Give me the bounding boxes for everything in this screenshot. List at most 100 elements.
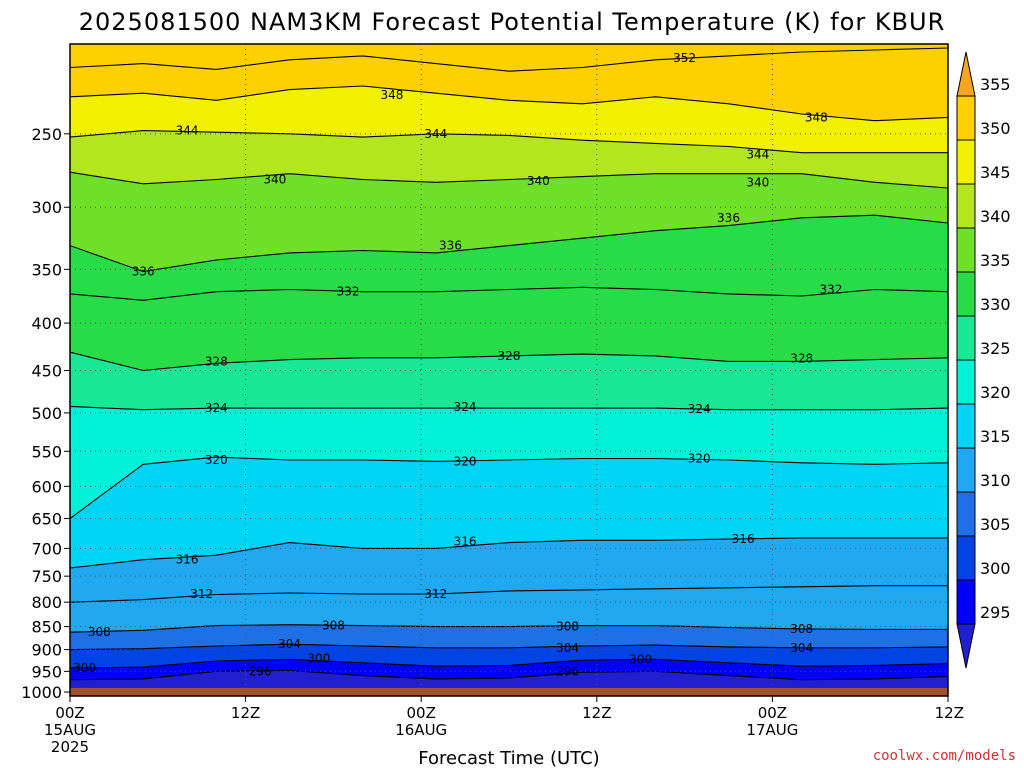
y-tick-label: 650 bbox=[31, 510, 62, 529]
contour-label: 308 bbox=[322, 619, 345, 633]
contour-label: 328 bbox=[205, 354, 228, 368]
colorbar-tick-label: 325 bbox=[980, 339, 1011, 358]
contour-320 bbox=[70, 456, 948, 520]
contour-332 bbox=[70, 286, 948, 301]
contour-label: 304 bbox=[790, 641, 813, 655]
colorbar-bin bbox=[956, 623, 976, 669]
x-tick-label: 12Z bbox=[231, 704, 260, 722]
contour-label: 348 bbox=[805, 110, 828, 124]
contour-label: 320 bbox=[688, 452, 711, 466]
x-tick-label: 16AUG bbox=[395, 721, 447, 739]
colorbar-tick-label: 295 bbox=[980, 603, 1011, 622]
band-336-340 bbox=[70, 172, 948, 272]
contour-label: 316 bbox=[454, 534, 477, 548]
contour-label: 300 bbox=[629, 652, 652, 666]
contour-label: 348 bbox=[380, 88, 403, 102]
y-tick-label: 300 bbox=[31, 198, 62, 217]
contour-label: 304 bbox=[278, 637, 301, 651]
colorbar-tick-label: 300 bbox=[980, 559, 1011, 578]
contour-label: 336 bbox=[717, 211, 740, 225]
y-tick-label: 550 bbox=[31, 442, 62, 461]
x-tick-label: 00Z bbox=[758, 704, 787, 722]
contour-labels: 352 348 348 344 344 344 340 340 340 336 336 336 332 3… bbox=[73, 51, 842, 678]
x-tick-label: 12Z bbox=[582, 704, 611, 722]
band-304-308 bbox=[70, 624, 948, 650]
y-tick-label: 950 bbox=[31, 662, 62, 681]
contour-label: 308 bbox=[88, 625, 111, 639]
y-tick-label: 400 bbox=[31, 314, 62, 333]
band-316-320 bbox=[70, 457, 948, 569]
contour-304 bbox=[70, 643, 948, 651]
contour-308 bbox=[70, 624, 948, 633]
contour-label: 344 bbox=[746, 147, 769, 161]
colorbar-tick-label: 355 bbox=[980, 75, 1011, 94]
contour-296 bbox=[70, 669, 948, 681]
band-312-316 bbox=[70, 537, 948, 603]
y-axis-ticks: 250 300 350 400 450 500 550 600 650 700 750 800 850 9… bbox=[21, 125, 70, 702]
contour-label: 308 bbox=[556, 620, 579, 634]
colorbar-tick-label: 305 bbox=[980, 515, 1011, 534]
colorbar-bin bbox=[956, 491, 976, 537]
x-tick-label: 00Z bbox=[55, 704, 84, 722]
contour-344 bbox=[70, 130, 948, 154]
colorbar-tick-label: 350 bbox=[980, 119, 1011, 138]
band-332-336 bbox=[70, 215, 948, 301]
contour-340 bbox=[70, 171, 948, 189]
contour-label: 300 bbox=[307, 651, 330, 665]
contour-352 bbox=[70, 47, 948, 72]
ground-surface bbox=[70, 687, 948, 696]
y-tick-label: 1000 bbox=[21, 683, 62, 702]
contour-label: 296 bbox=[556, 664, 579, 678]
contour-lines bbox=[70, 47, 948, 681]
contour-328 bbox=[70, 351, 948, 372]
contour-316 bbox=[70, 537, 948, 569]
y-tick-label: 600 bbox=[31, 477, 62, 496]
contour-348 bbox=[70, 85, 948, 122]
contour-label: 340 bbox=[746, 175, 769, 189]
band-above-352 bbox=[70, 44, 948, 72]
band-296-300 bbox=[70, 659, 948, 680]
contour-label: 344 bbox=[176, 124, 199, 138]
colorbar-bin bbox=[956, 535, 976, 581]
colorbar-tick-label: 320 bbox=[980, 383, 1011, 402]
colorbar-bin bbox=[956, 579, 976, 625]
contour-label: 316 bbox=[176, 553, 199, 567]
colorbar: 355 350 345 340 335 330 325 320 315 310 305 300 295 bbox=[956, 51, 1011, 669]
x-tick-label: 15AUG bbox=[44, 721, 96, 739]
contour-label: 304 bbox=[556, 641, 579, 655]
contour-312 bbox=[70, 585, 948, 603]
colorbar-tick-label: 315 bbox=[980, 427, 1011, 446]
y-tick-label: 250 bbox=[31, 125, 62, 144]
contour-label: 344 bbox=[424, 127, 447, 141]
colorbar-bin bbox=[956, 315, 976, 361]
band-344-348 bbox=[70, 86, 948, 153]
colorbar-bin bbox=[956, 139, 976, 185]
band-324-328 bbox=[70, 352, 948, 410]
contour-label: 312 bbox=[190, 587, 213, 601]
contour-324 bbox=[70, 405, 948, 411]
contour-label: 324 bbox=[205, 401, 228, 415]
contour-label: 308 bbox=[790, 622, 813, 636]
colorbar-tick-label: 345 bbox=[980, 163, 1011, 182]
credit-text: coolwx.com/models bbox=[873, 748, 1016, 764]
colorbar-tick-label: 340 bbox=[980, 207, 1011, 226]
y-tick-label: 350 bbox=[31, 260, 62, 279]
contour-label: 332 bbox=[337, 285, 360, 299]
contour-300 bbox=[70, 658, 948, 669]
contour-label: 332 bbox=[819, 283, 842, 297]
contour-label: 324 bbox=[454, 400, 477, 414]
band-300-304 bbox=[70, 644, 948, 668]
band-308-312 bbox=[70, 585, 948, 633]
x-tick-label: 2025 bbox=[51, 738, 89, 756]
chart-title: 2025081500 NAM3KM Forecast Potential Tem… bbox=[79, 8, 946, 36]
colorbar-tick-label: 335 bbox=[980, 251, 1011, 270]
contour-label: 328 bbox=[790, 352, 813, 366]
colorbar-bin bbox=[956, 95, 976, 141]
colorbar-bin bbox=[956, 183, 976, 229]
y-tick-label: 700 bbox=[31, 539, 62, 558]
colorbar-bin bbox=[956, 403, 976, 449]
plot-area: 352 348 348 344 344 344 340 340 340 336 336 336 332 3… bbox=[70, 44, 948, 696]
contour-label: 328 bbox=[498, 349, 521, 363]
